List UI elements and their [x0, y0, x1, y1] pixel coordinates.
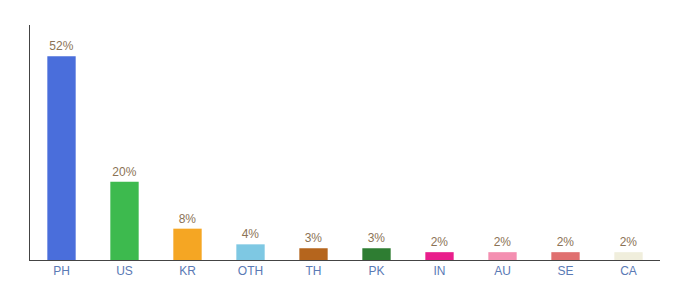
svg-text:TH: TH — [306, 264, 322, 278]
svg-text:2%: 2% — [494, 235, 512, 249]
svg-text:52%: 52% — [49, 39, 73, 53]
svg-text:PK: PK — [368, 264, 384, 278]
svg-text:US: US — [116, 264, 133, 278]
svg-text:2%: 2% — [431, 235, 449, 249]
svg-text:KR: KR — [179, 264, 196, 278]
svg-text:3%: 3% — [368, 231, 386, 245]
svg-text:PH: PH — [53, 264, 70, 278]
svg-text:IN: IN — [434, 264, 446, 278]
svg-text:3%: 3% — [305, 231, 323, 245]
svg-text:20%: 20% — [112, 165, 136, 179]
svg-text:2%: 2% — [620, 235, 638, 249]
svg-text:SE: SE — [557, 264, 573, 278]
svg-text:OTH: OTH — [238, 264, 263, 278]
svg-text:AU: AU — [494, 264, 511, 278]
svg-text:2%: 2% — [557, 235, 575, 249]
svg-text:8%: 8% — [179, 212, 197, 226]
svg-text:4%: 4% — [242, 227, 260, 241]
svg-text:CA: CA — [620, 264, 637, 278]
